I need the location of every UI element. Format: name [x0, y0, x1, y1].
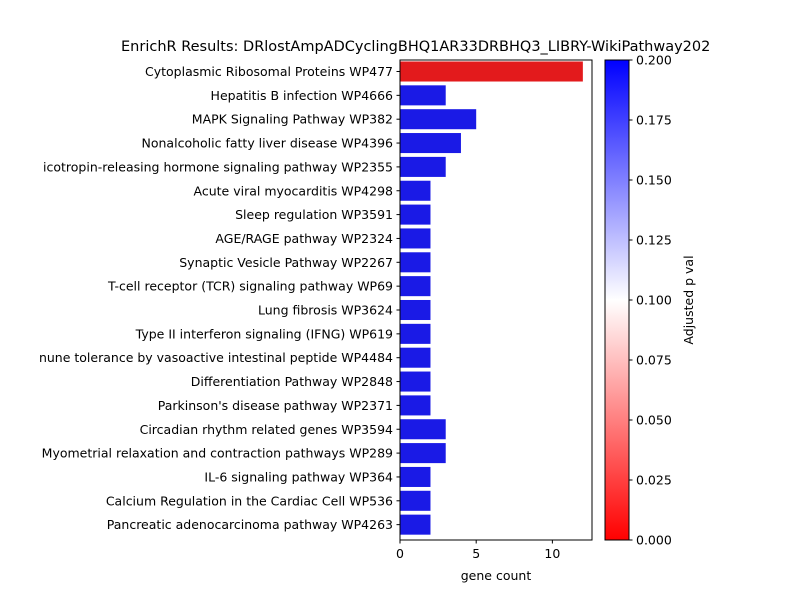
- category-label: Type II interferon signaling (IFNG) WP61…: [135, 326, 393, 341]
- bar: [400, 347, 431, 368]
- bar: [400, 109, 477, 130]
- bar: [400, 514, 431, 535]
- category-label: Calcium Regulation in the Cardiac Cell W…: [106, 493, 393, 508]
- colorbar-tick-label: 0.200: [636, 53, 672, 68]
- category-label: nune tolerance by vasoactive intestinal …: [39, 350, 393, 365]
- category-label: Differentiation Pathway WP2848: [191, 374, 393, 389]
- category-label: Pancreatic adenocarcinoma pathway WP4263: [107, 517, 393, 532]
- bar: [400, 299, 431, 321]
- category-labels: Cytoplasmic Ribosomal Proteins WP477 Hepa…: [39, 64, 400, 532]
- bar: [400, 180, 431, 201]
- colorbar-tick-label: 0.100: [636, 293, 672, 308]
- x-axis-label: gene count: [461, 568, 532, 583]
- category-label: Sleep regulation WP3591: [235, 207, 393, 222]
- category-label: MAPK Signaling Pathway WP382: [192, 112, 393, 127]
- colorbar-tick-label: 0.175: [636, 113, 672, 128]
- colorbar-tick-label: 0.025: [636, 473, 672, 488]
- bar: [400, 371, 431, 392]
- colorbar-label: Adjusted p val: [681, 255, 696, 344]
- bars-group: [400, 61, 583, 535]
- x-tick-label: 10: [544, 546, 560, 561]
- category-label: Parkinson's disease pathway WP2371: [158, 398, 393, 413]
- colorbar-tick-label: 0.075: [636, 353, 672, 368]
- colorbar-ticks: 0.000 0.025 0.050 0.075 0.100 0.125 0.150 0.175…: [629, 53, 672, 548]
- bar: [400, 490, 431, 511]
- category-label: Hepatitis B infection WP4666: [211, 88, 393, 103]
- chart-title: EnrichR Results: DRlostAmpADCyclingBHQ1A…: [121, 39, 710, 55]
- bar: [400, 276, 431, 297]
- x-tick-label: 0: [396, 546, 404, 561]
- colorbar-tick-label: 0.000: [636, 533, 672, 548]
- category-label: Myometrial relaxation and contraction pa…: [42, 446, 393, 461]
- colorbar: [604, 59, 630, 541]
- plot-frame: [399, 59, 593, 541]
- category-label: IL-6 signaling pathway WP364: [204, 469, 393, 484]
- bar: [400, 228, 431, 249]
- category-label: icotropin-releasing hormone signaling pa…: [43, 159, 393, 174]
- category-label: T-cell receptor (TCR) signaling pathway …: [107, 279, 393, 294]
- bar: [400, 395, 431, 416]
- bar: [400, 156, 446, 177]
- bar: [400, 466, 431, 487]
- bar: [400, 323, 431, 344]
- category-label: Circadian rhythm related genes WP3594: [140, 422, 393, 437]
- colorbar-tick-label: 0.125: [636, 233, 672, 248]
- bar: [400, 443, 446, 464]
- bar: [400, 133, 461, 154]
- category-label: Acute viral myocarditis WP4298: [194, 183, 394, 198]
- category-label: Synaptic Vesicle Pathway WP2267: [179, 255, 393, 270]
- x-axis-ticks: 0 5 10: [396, 540, 560, 561]
- category-label: Lung fibrosis WP3624: [258, 303, 393, 318]
- category-label: AGE/RAGE pathway WP2324: [215, 231, 393, 246]
- category-label: Nonalcoholic fatty liver disease WP4396: [142, 136, 394, 151]
- bar: [400, 61, 583, 82]
- bar: [400, 85, 446, 106]
- colorbar-tick-label: 0.150: [636, 173, 672, 188]
- bar: [400, 204, 431, 225]
- x-tick-label: 5: [472, 546, 480, 561]
- category-label: Cytoplasmic Ribosomal Proteins WP477: [145, 64, 393, 79]
- colorbar-tick-label: 0.050: [636, 413, 672, 428]
- bar: [400, 252, 431, 273]
- bar: [400, 419, 446, 440]
